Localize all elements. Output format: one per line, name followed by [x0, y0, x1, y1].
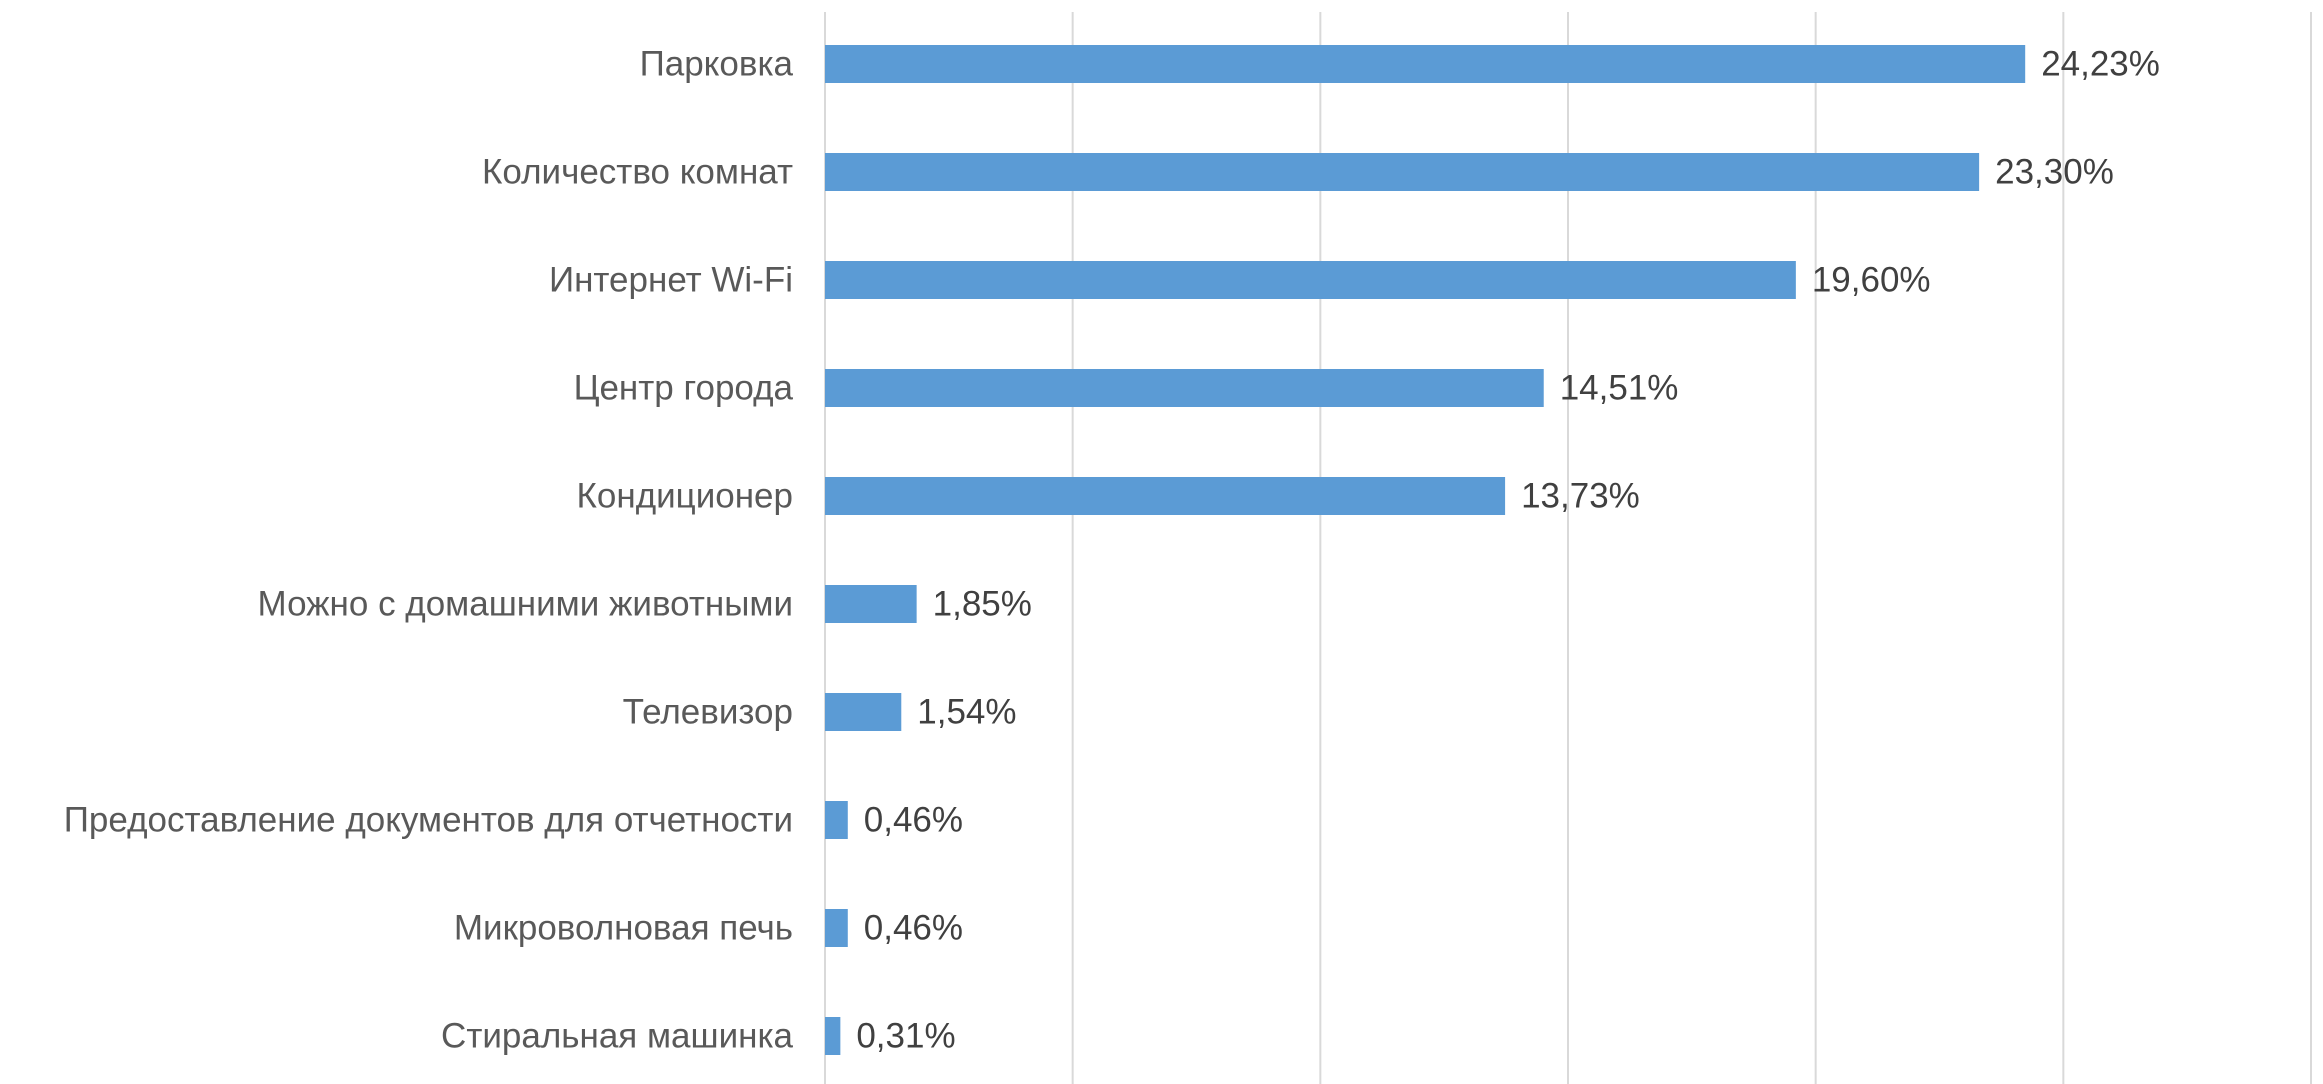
value-label: 14,51% [1560, 368, 1679, 407]
value-label: 0,46% [864, 800, 963, 839]
bar [825, 261, 1796, 299]
y-tick-label: Телевизор [623, 692, 793, 731]
bar [825, 693, 902, 731]
y-tick-label: Можно с домашними животными [258, 584, 793, 623]
value-label: 0,46% [864, 908, 963, 947]
y-tick-label: Стиральная машинка [441, 1016, 793, 1055]
value-label: 0,31% [856, 1016, 955, 1055]
value-label: 13,73% [1521, 476, 1640, 515]
bar [825, 1017, 841, 1055]
bar [825, 369, 1544, 407]
value-label: 1,85% [933, 584, 1032, 623]
y-tick-label: Количество комнат [482, 152, 793, 191]
bar [825, 153, 1980, 191]
y-tick-label: Центр города [574, 368, 794, 407]
y-tick-label: Парковка [640, 44, 794, 83]
y-tick-label: Микроволновая печь [454, 908, 793, 947]
value-label: 19,60% [1812, 260, 1931, 299]
bar [825, 45, 2026, 83]
y-tick-label: Предоставление документов для отчетности [64, 800, 793, 839]
bar [825, 909, 848, 947]
value-label: 23,30% [1995, 152, 2114, 191]
bar [825, 801, 848, 839]
y-tick-label: Кондиционер [577, 476, 793, 515]
value-label: 24,23% [2041, 44, 2160, 83]
value-label: 1,54% [917, 692, 1016, 731]
bar [825, 477, 1506, 515]
y-tick-label: Интернет Wi-Fi [549, 260, 793, 299]
bar [825, 585, 917, 623]
